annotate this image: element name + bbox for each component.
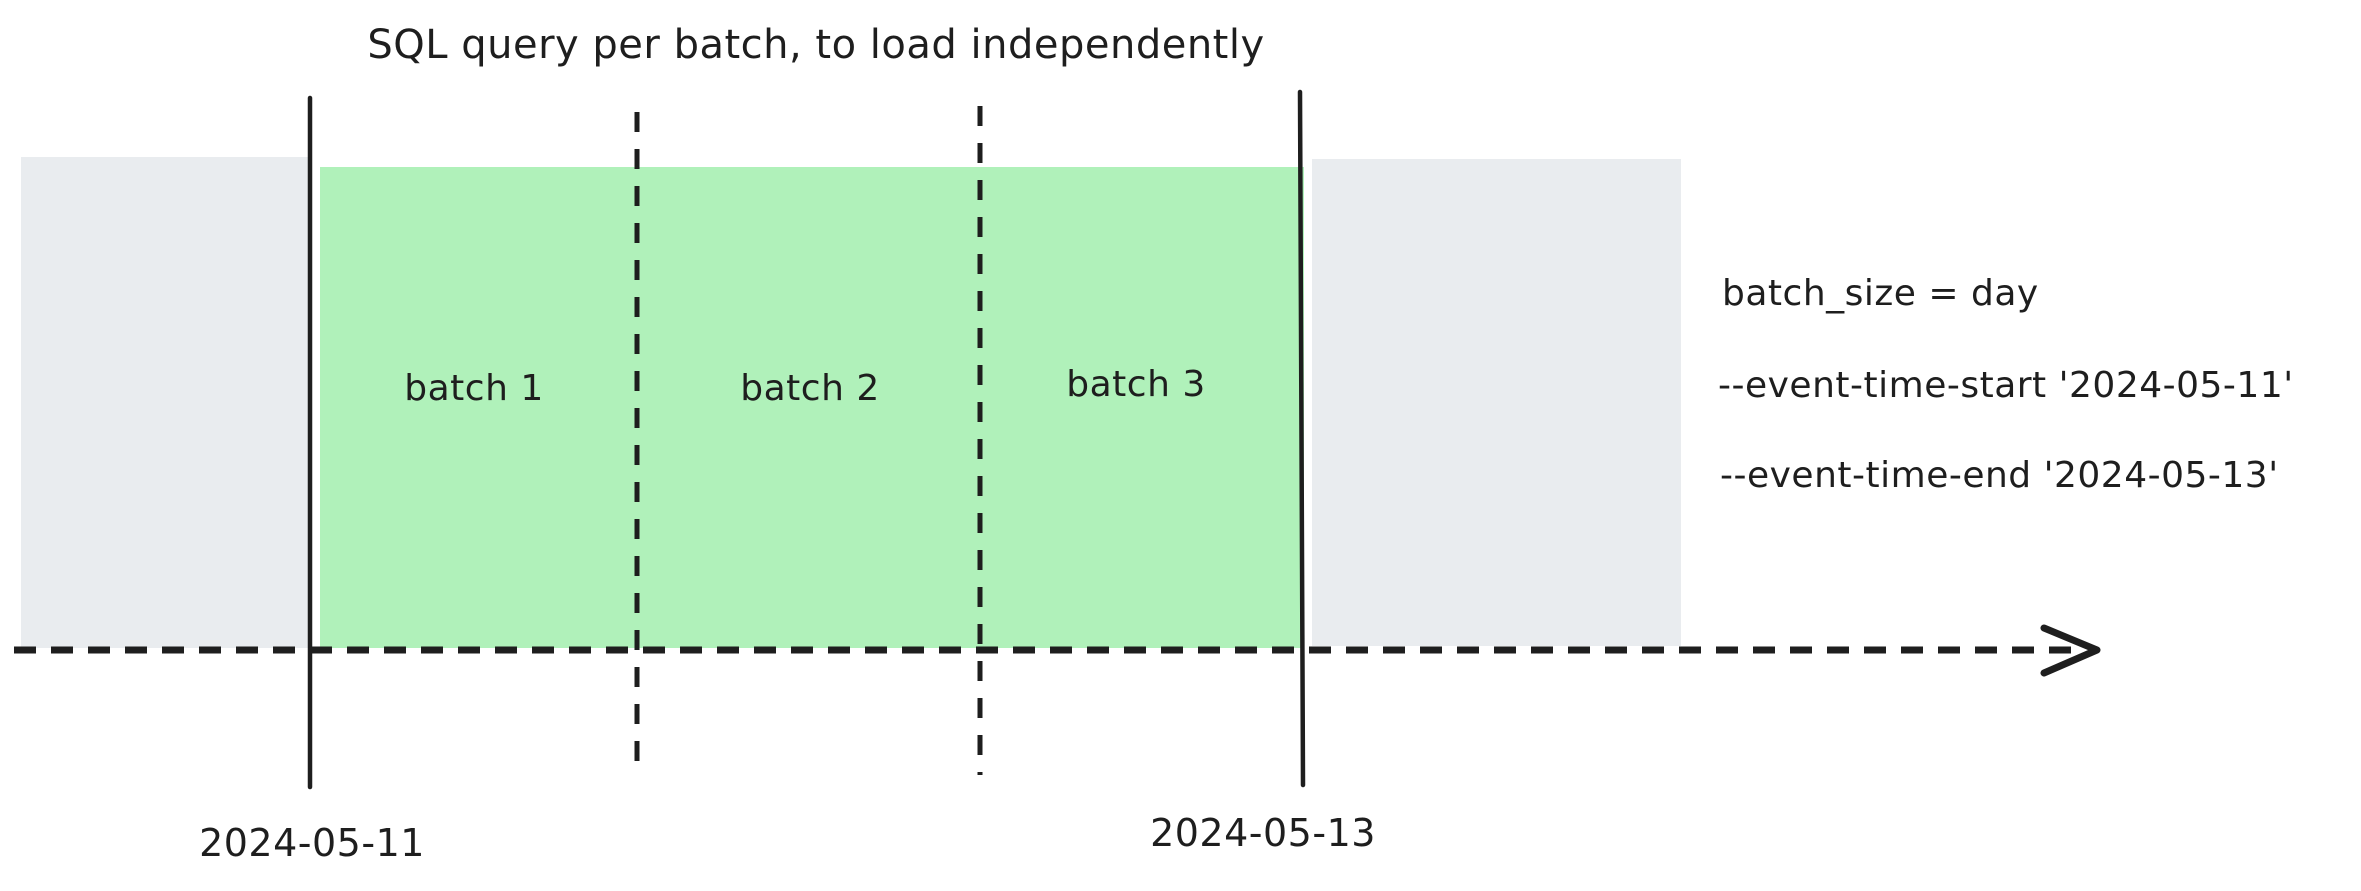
batch-3-label: batch 3: [1066, 364, 1205, 405]
out-of-range-region-left: [21, 157, 310, 648]
selected-range-region: [320, 167, 1304, 648]
end-date-label: 2024-05-13: [1150, 811, 1376, 855]
arrowhead-icon: [2040, 624, 2101, 677]
start-date-label: 2024-05-11: [199, 821, 425, 865]
batch-size-annotation: batch_size = day: [1722, 273, 2039, 314]
event-time-start-annotation: --event-time-start '2024-05-11': [1718, 365, 2294, 406]
batch-2-label: batch 2: [740, 368, 879, 409]
event-time-end-annotation: --event-time-end '2024-05-13': [1720, 455, 2279, 496]
end-boundary-line: [1297, 89, 1306, 788]
diagram-title: SQL query per batch, to load independent…: [367, 22, 1264, 68]
out-of-range-region-right: [1312, 159, 1681, 646]
batch-1-label: batch 1: [404, 368, 543, 409]
